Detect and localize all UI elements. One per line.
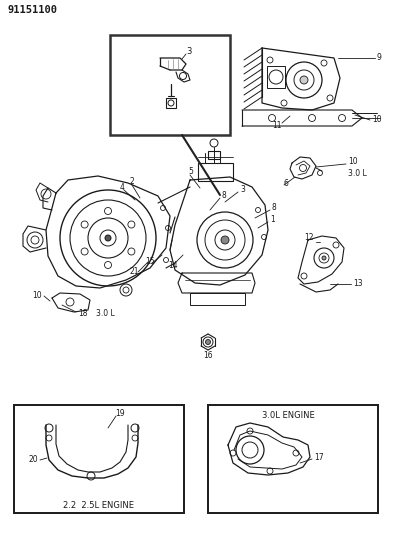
Text: 3: 3 (240, 185, 245, 195)
Text: 9: 9 (377, 52, 382, 61)
Text: 3: 3 (186, 47, 191, 56)
Text: 3.0L ENGINE: 3.0L ENGINE (262, 410, 314, 419)
Text: 8: 8 (272, 204, 277, 213)
Text: 12: 12 (304, 233, 314, 243)
Circle shape (221, 236, 229, 244)
Text: 91151100: 91151100 (8, 5, 58, 15)
Text: 21: 21 (130, 268, 139, 277)
Text: 2.2  2.5L ENGINE: 2.2 2.5L ENGINE (63, 500, 135, 510)
Bar (190, 293, 245, 305)
Bar (198, 163, 233, 181)
Text: 19: 19 (115, 408, 125, 417)
Circle shape (322, 256, 326, 260)
Text: 3.0 L: 3.0 L (96, 310, 115, 319)
Bar (166, 98, 176, 108)
Bar (208, 405, 378, 513)
Text: 6: 6 (284, 179, 289, 188)
Text: 14: 14 (168, 261, 178, 270)
Text: 10: 10 (348, 157, 358, 166)
Text: 10: 10 (32, 292, 42, 301)
Text: 15: 15 (145, 257, 154, 266)
Text: 18: 18 (78, 310, 88, 319)
Text: 17: 17 (314, 453, 324, 462)
Text: 8: 8 (222, 191, 227, 200)
Text: 1: 1 (270, 215, 275, 224)
Text: 16: 16 (203, 351, 213, 360)
Bar (267, 66, 285, 88)
Text: 10: 10 (372, 116, 382, 125)
Circle shape (105, 235, 111, 241)
Text: 2: 2 (130, 177, 135, 187)
Text: 13: 13 (353, 279, 363, 288)
Bar (208, 151, 220, 159)
Circle shape (300, 76, 308, 84)
Text: 5: 5 (188, 167, 193, 176)
Bar (110, 35, 230, 135)
Text: 4: 4 (120, 183, 125, 192)
Text: 11: 11 (272, 120, 282, 130)
Bar (14, 405, 184, 513)
Circle shape (206, 340, 211, 344)
Text: 3.0 L: 3.0 L (348, 169, 367, 179)
Text: 20: 20 (29, 456, 38, 464)
